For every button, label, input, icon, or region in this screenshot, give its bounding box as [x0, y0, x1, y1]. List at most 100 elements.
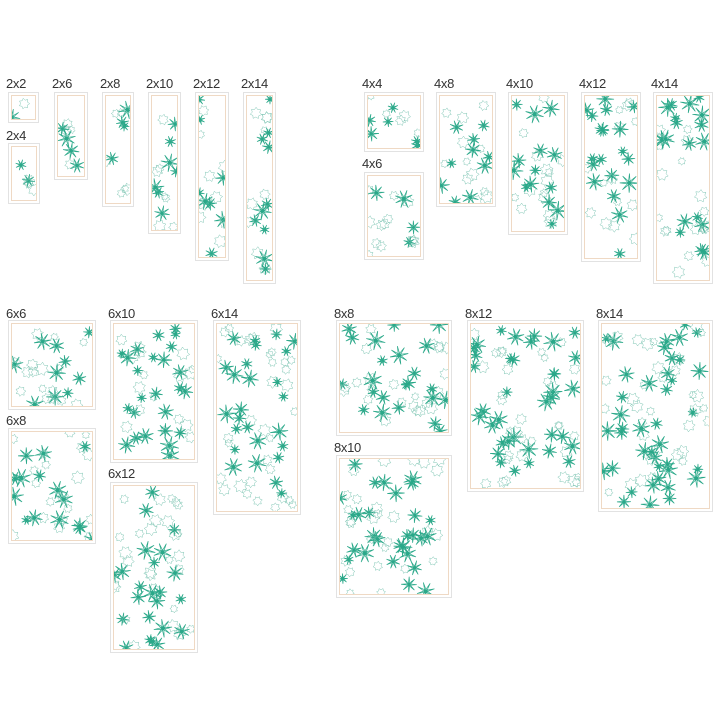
snowflake-star-icon	[543, 331, 563, 352]
outline-star-icon	[127, 639, 141, 649]
snowflake-star-icon	[281, 346, 292, 357]
block-border	[511, 95, 565, 232]
star-center	[592, 179, 597, 184]
star-center	[527, 461, 531, 465]
star-center	[610, 466, 615, 471]
outline-star-icon	[27, 366, 40, 378]
star-center	[247, 376, 252, 381]
outline-star-icon	[479, 189, 492, 203]
snowflake-star-icon	[340, 378, 348, 391]
outline-star-icon	[12, 529, 20, 540]
snowflake-star-icon	[387, 102, 399, 114]
snowflake-star-icon	[680, 96, 700, 114]
snowflake-star-icon	[350, 506, 367, 523]
star-center	[443, 397, 448, 402]
outline-star-icon	[629, 399, 644, 414]
star-center	[262, 256, 267, 261]
outline-star-icon	[114, 581, 122, 594]
quilt-block	[336, 320, 452, 436]
outline-star-icon	[688, 390, 698, 400]
snowflake-star-icon	[429, 324, 448, 334]
star-center	[254, 219, 257, 222]
snowflake-star-icon	[548, 200, 564, 221]
outline-star-icon	[423, 400, 439, 415]
snowflake-star-icon	[12, 468, 31, 488]
star-center	[474, 354, 478, 358]
star-center	[281, 444, 285, 448]
outline-star-icon	[428, 556, 438, 566]
snowflake-star-icon	[50, 510, 69, 529]
snowflake-star-icon	[136, 541, 156, 560]
outline-star-icon	[430, 528, 444, 542]
star-center	[174, 333, 177, 336]
star-center	[585, 108, 589, 112]
star-center	[150, 591, 155, 596]
snowflake-star-icon	[495, 456, 507, 469]
outline-star-icon	[81, 447, 92, 462]
outline-star-icon	[500, 475, 512, 487]
star-center	[173, 571, 177, 575]
snowflake-star-icon	[153, 543, 172, 562]
star-center	[136, 369, 139, 372]
snowflake-star-icon	[544, 181, 558, 194]
outline-star-icon	[697, 328, 707, 338]
snowflake-star-icon	[167, 523, 181, 537]
outline-star-icon	[222, 432, 234, 444]
star-center	[560, 434, 565, 439]
star-pattern	[12, 97, 31, 119]
star-center	[691, 411, 694, 414]
star-center	[161, 357, 166, 362]
outline-star-icon	[218, 218, 225, 229]
snowflake-star-icon	[525, 104, 544, 124]
outline-star-icon	[626, 199, 637, 212]
star-center	[482, 163, 487, 168]
outline-star-icon	[639, 380, 649, 390]
star-center	[687, 101, 692, 106]
snowflake-star-icon	[218, 359, 234, 376]
outline-star-icon	[258, 262, 272, 276]
snowflake-star-icon	[83, 326, 92, 339]
outline-star-icon	[121, 554, 135, 568]
quilt-block	[8, 143, 40, 204]
snowflake-star-icon	[395, 190, 413, 208]
star-center	[679, 231, 682, 234]
quilt-block	[581, 92, 641, 262]
snowflake-star-icon	[542, 99, 560, 118]
outline-star-icon	[119, 494, 129, 505]
outline-star-icon	[259, 188, 271, 201]
quilt-block	[364, 172, 424, 260]
outline-star-icon	[478, 100, 490, 111]
outline-star-icon	[164, 555, 174, 565]
snowflake-star-icon	[519, 439, 539, 459]
star-pattern	[657, 96, 709, 279]
outline-star-icon	[106, 156, 112, 168]
star-center	[694, 476, 699, 481]
size-label: 4x14	[651, 76, 678, 91]
snowflake-star-icon	[389, 345, 409, 365]
quilt-block	[54, 92, 88, 180]
star-center	[147, 615, 151, 619]
quilt-block	[110, 482, 198, 653]
star-center	[391, 106, 395, 109]
outline-star-icon	[530, 149, 544, 162]
star-center	[612, 194, 616, 198]
outline-star-icon	[690, 388, 705, 403]
snowflake-star-icon	[215, 170, 225, 186]
snowflake-star-icon	[253, 201, 272, 221]
outline-star-icon	[689, 324, 704, 334]
outline-star-icon	[382, 536, 394, 548]
outline-star-icon	[368, 215, 376, 229]
outline-star-icon	[342, 489, 353, 500]
outline-star-icon	[657, 132, 666, 146]
snowflake-star-icon	[165, 340, 178, 353]
outline-star-icon	[183, 365, 194, 380]
star-center	[183, 389, 187, 394]
outline-star-icon	[573, 472, 580, 482]
quilt-block	[110, 320, 198, 463]
outline-star-icon	[245, 476, 258, 489]
snowflake-star-icon	[512, 153, 527, 169]
outline-star-icon	[148, 514, 163, 528]
outline-star-icon	[63, 503, 73, 514]
block-border	[216, 323, 298, 512]
block-border	[11, 431, 93, 541]
